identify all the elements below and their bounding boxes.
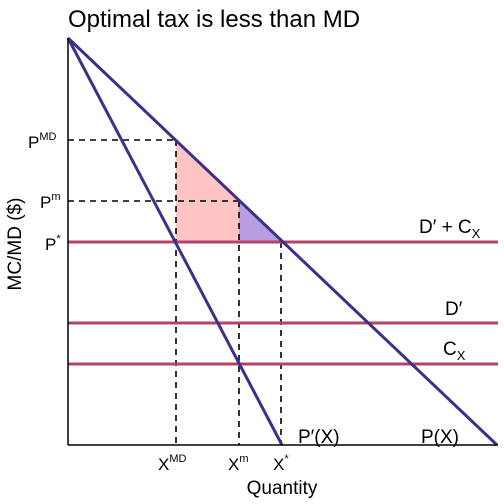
guide-lines: [68, 139, 282, 445]
y-tick-pm: Pm: [40, 191, 61, 212]
x-tick-xm: Xm: [228, 453, 249, 474]
pprime-curve: [66, 37, 284, 446]
x-tick-xmd: XMD: [158, 453, 187, 474]
y-axis-title: MC/MD ($): [5, 198, 26, 291]
cx-label: CX: [443, 339, 466, 363]
p-curve-label: P(X): [421, 427, 459, 448]
y-tick-pstar: P*: [45, 233, 61, 254]
d-plus-c-label: D′ + CX: [419, 217, 481, 241]
dprime-label: D′: [445, 299, 463, 320]
diagram-title: Optimal tax is less than MD: [68, 6, 360, 33]
x-tick-xstar: X*: [273, 453, 289, 474]
x-axis-title: Quantity: [247, 478, 318, 499]
y-tick-pmd: PMD: [28, 131, 57, 152]
p-curve: [66, 36, 499, 447]
pink-shaded-area: [176, 140, 239, 242]
pprime-curve-label: P′(X): [298, 427, 340, 448]
